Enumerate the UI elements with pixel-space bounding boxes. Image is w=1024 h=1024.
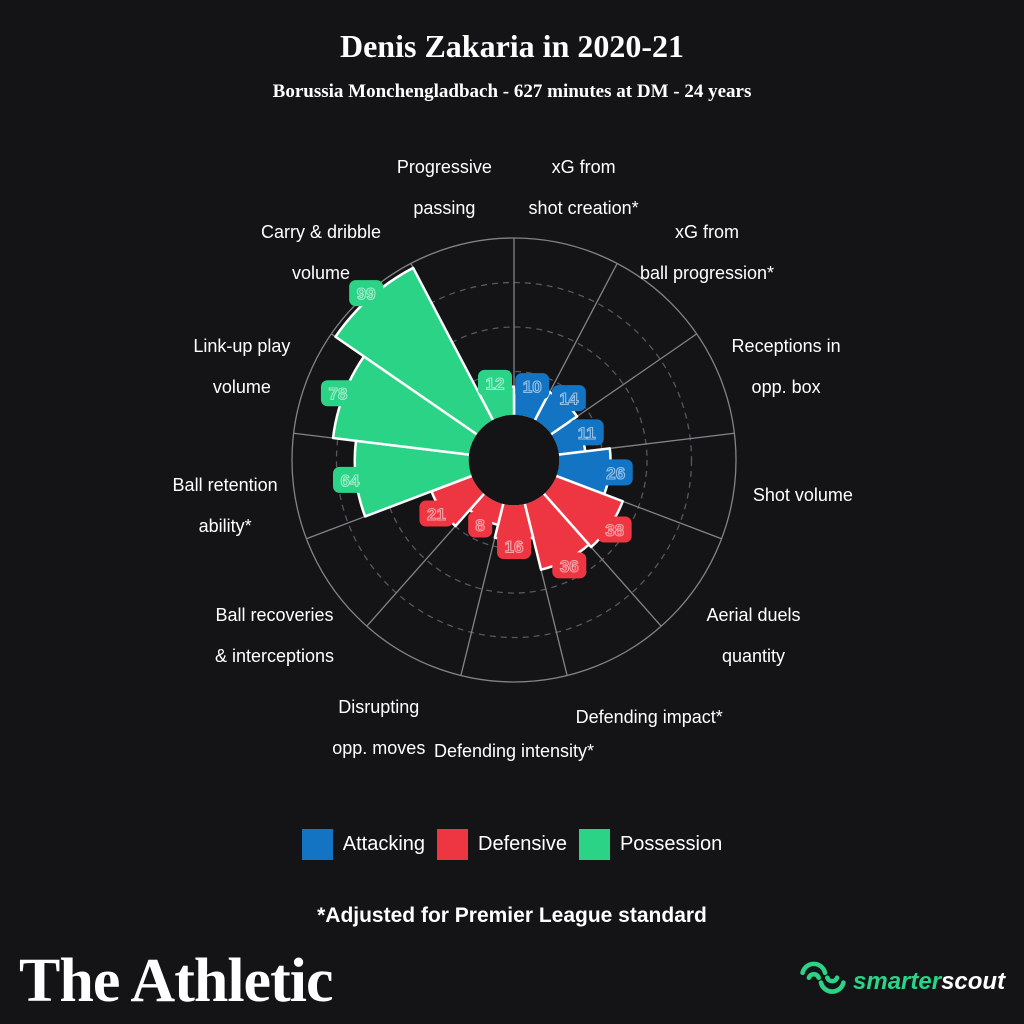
- svg-text:26: 26: [606, 464, 625, 483]
- svg-text:16: 16: [505, 538, 524, 557]
- svg-text:8: 8: [475, 516, 484, 535]
- svg-text:78: 78: [328, 385, 347, 404]
- svg-text:99: 99: [357, 285, 376, 304]
- svg-text:64: 64: [341, 471, 360, 490]
- svg-text:12: 12: [486, 374, 505, 393]
- svg-text:38: 38: [605, 521, 624, 540]
- svg-text:14: 14: [559, 390, 578, 409]
- svg-text:11: 11: [578, 424, 596, 443]
- svg-text:21: 21: [427, 505, 446, 524]
- svg-text:10: 10: [523, 378, 542, 397]
- svg-text:36: 36: [560, 557, 579, 576]
